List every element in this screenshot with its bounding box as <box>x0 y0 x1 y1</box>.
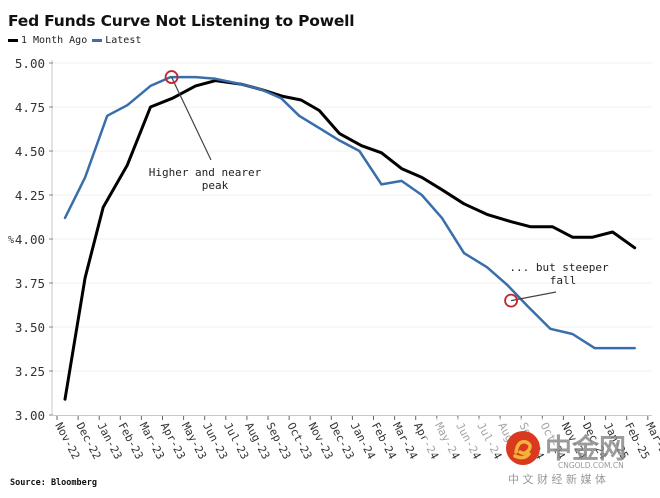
source-note: Source: Bloomberg <box>10 478 97 488</box>
y-tick-label: 4.75 <box>15 100 45 115</box>
legend-item-latest: Latest <box>92 35 141 46</box>
y-tick-label: 3.50 <box>15 320 45 335</box>
legend-item-1-month-ago: 1 Month Ago <box>8 35 87 46</box>
legend-label: Latest <box>105 35 142 46</box>
y-axis-label: % <box>8 235 14 246</box>
chart-title: Fed Funds Curve Not Listening to Powell <box>8 12 355 30</box>
legend: 1 Month Ago Latest <box>8 35 146 46</box>
series-line-1-month-ago <box>63 79 637 401</box>
watermark-tagline: 中 文 财 经 新 媒 体 <box>508 472 606 486</box>
watermark-brand: 中金网 <box>545 433 626 465</box>
y-tick-label: 3.25 <box>15 364 45 379</box>
legend-swatch-blue <box>92 39 103 42</box>
annotation-text: fall <box>550 274 577 287</box>
legend-label: 1 Month Ago <box>21 35 88 46</box>
y-tick-label: 4.50 <box>15 144 45 159</box>
annotation-marker-circle <box>164 70 179 84</box>
legend-swatch-black <box>8 39 18 42</box>
watermark-logo-circle <box>506 431 540 465</box>
y-tick-label: 3.75 <box>15 276 45 291</box>
watermark-domain: CNGOLD.COM.CN <box>558 461 624 470</box>
y-tick-label: 4.25 <box>15 188 45 203</box>
annotation-text: Higher and nearer <box>149 166 262 179</box>
y-tick-label: 3.00 <box>15 408 45 423</box>
annotation-text: peak <box>202 179 229 192</box>
annotation-leader-line <box>171 76 212 161</box>
y-tick-label: 4.00 <box>15 232 45 247</box>
annotation-marker-circle <box>504 293 518 308</box>
annotation-leader-line <box>510 291 557 302</box>
y-tick-label: 5.00 <box>15 56 45 71</box>
watermark-logo-swirl <box>513 439 532 460</box>
series-line-latest <box>63 75 636 350</box>
annotation-text: ... but steeper <box>509 261 609 274</box>
